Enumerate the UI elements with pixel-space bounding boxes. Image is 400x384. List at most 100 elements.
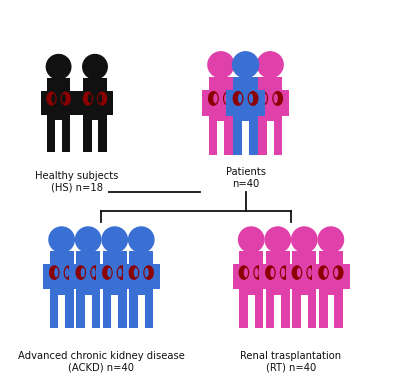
Bar <box>47 120 55 152</box>
Ellipse shape <box>248 91 258 106</box>
Bar <box>83 120 92 152</box>
Ellipse shape <box>280 265 290 280</box>
Bar <box>96 265 103 290</box>
Bar <box>274 121 282 155</box>
Ellipse shape <box>65 268 69 277</box>
Bar <box>251 90 258 116</box>
Ellipse shape <box>274 94 278 103</box>
Ellipse shape <box>318 265 329 280</box>
Ellipse shape <box>223 91 234 106</box>
Text: Advanced chronic kidney disease: Advanced chronic kidney disease <box>18 351 185 361</box>
Ellipse shape <box>270 268 274 277</box>
Bar <box>106 91 113 115</box>
Circle shape <box>128 227 154 252</box>
Bar <box>74 265 80 290</box>
Circle shape <box>102 227 127 252</box>
Bar <box>40 91 47 115</box>
Bar <box>258 90 265 116</box>
Ellipse shape <box>254 268 259 277</box>
Ellipse shape <box>90 265 101 280</box>
Bar <box>286 265 292 290</box>
Bar <box>70 91 77 115</box>
Ellipse shape <box>144 268 149 277</box>
Ellipse shape <box>292 265 302 280</box>
Ellipse shape <box>333 265 344 280</box>
Bar <box>266 295 274 328</box>
Bar <box>50 295 58 328</box>
Ellipse shape <box>224 94 228 103</box>
Bar <box>233 90 240 116</box>
Circle shape <box>257 52 283 78</box>
Ellipse shape <box>81 268 85 277</box>
Circle shape <box>76 227 101 252</box>
Ellipse shape <box>323 268 328 277</box>
Ellipse shape <box>244 268 248 277</box>
Circle shape <box>265 227 290 252</box>
Text: Patients: Patients <box>226 167 266 177</box>
Circle shape <box>232 52 258 78</box>
Bar <box>312 265 319 290</box>
Bar <box>129 295 138 328</box>
Circle shape <box>83 55 107 79</box>
Bar <box>62 120 70 152</box>
Circle shape <box>208 52 234 78</box>
Ellipse shape <box>134 268 138 277</box>
Bar <box>254 295 263 328</box>
Ellipse shape <box>60 91 71 106</box>
Bar <box>232 265 239 290</box>
Bar <box>50 252 74 295</box>
Ellipse shape <box>253 265 264 280</box>
Ellipse shape <box>281 268 285 277</box>
Bar <box>77 91 83 115</box>
Ellipse shape <box>98 94 102 103</box>
Ellipse shape <box>213 94 218 103</box>
Bar <box>118 295 127 328</box>
Ellipse shape <box>334 268 338 277</box>
Bar <box>209 121 218 155</box>
Ellipse shape <box>297 268 301 277</box>
Bar <box>258 77 282 121</box>
Bar <box>282 90 289 116</box>
Bar <box>316 265 323 290</box>
Bar <box>319 252 343 295</box>
Bar <box>239 252 263 295</box>
Ellipse shape <box>257 91 268 106</box>
Bar <box>226 90 233 116</box>
Circle shape <box>46 55 71 79</box>
Bar <box>343 265 350 290</box>
Bar <box>47 78 70 120</box>
Ellipse shape <box>118 268 122 277</box>
Bar <box>263 265 270 290</box>
Bar <box>233 121 242 155</box>
Ellipse shape <box>97 91 107 106</box>
Bar <box>144 295 153 328</box>
Bar <box>319 295 328 328</box>
Text: Healthy subjects: Healthy subjects <box>35 171 118 181</box>
Bar <box>65 295 74 328</box>
Ellipse shape <box>238 265 249 280</box>
Bar <box>98 120 106 152</box>
Ellipse shape <box>308 268 312 277</box>
Bar <box>224 121 233 155</box>
Ellipse shape <box>46 91 57 106</box>
Bar <box>334 295 343 328</box>
Ellipse shape <box>76 265 86 280</box>
Bar <box>122 265 129 290</box>
Circle shape <box>292 227 317 252</box>
Ellipse shape <box>62 94 66 103</box>
Ellipse shape <box>262 94 267 103</box>
Bar <box>100 265 107 290</box>
Bar <box>290 265 296 290</box>
Bar <box>70 265 76 290</box>
Text: (RT) n=40: (RT) n=40 <box>266 362 316 372</box>
Bar <box>308 295 316 328</box>
Ellipse shape <box>88 94 92 103</box>
Bar <box>92 295 100 328</box>
Ellipse shape <box>208 91 219 106</box>
Text: n=40: n=40 <box>232 179 259 189</box>
Ellipse shape <box>272 91 283 106</box>
Bar <box>281 295 290 328</box>
Ellipse shape <box>91 268 96 277</box>
Bar <box>292 252 316 295</box>
Ellipse shape <box>54 268 58 277</box>
